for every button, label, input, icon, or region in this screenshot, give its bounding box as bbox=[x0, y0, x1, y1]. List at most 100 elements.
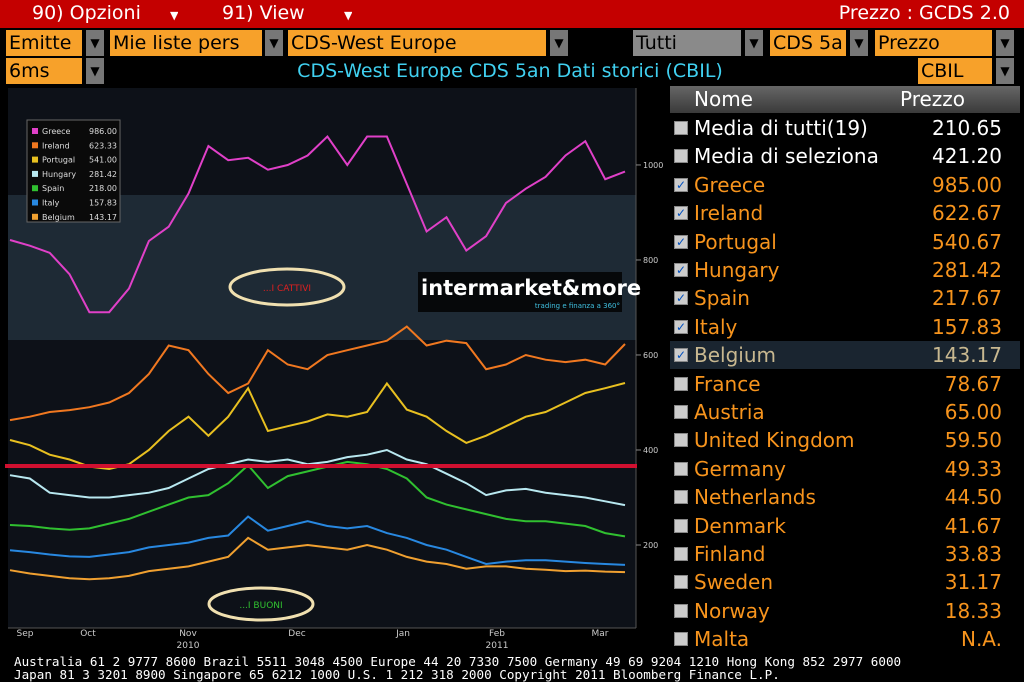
table-row[interactable]: Norway 18.33 bbox=[670, 597, 1020, 625]
table-row[interactable]: ✓ Italy 157.83 bbox=[670, 313, 1020, 341]
series-line bbox=[9, 381, 626, 471]
row-price: 44.50 bbox=[944, 485, 1002, 510]
checkbox[interactable] bbox=[674, 547, 688, 561]
row-name: Netherlands bbox=[694, 485, 816, 510]
table-row[interactable]: ✓ Portugal 540.67 bbox=[670, 228, 1020, 256]
dropdown[interactable]: ▼ bbox=[86, 58, 104, 84]
field[interactable]: Mie liste pers bbox=[110, 30, 262, 56]
legend-value: 281.42 bbox=[89, 170, 117, 179]
footer-line: Japan 81 3 3201 8900 Singapore 65 6212 1… bbox=[14, 668, 780, 682]
table-row[interactable]: ✓ Belgium 143.17 bbox=[670, 341, 1020, 370]
table-row[interactable]: ✓ Spain 217.67 bbox=[670, 284, 1020, 312]
dropdown[interactable]: ▼ bbox=[850, 30, 868, 56]
checkbox[interactable] bbox=[674, 490, 688, 505]
table-row[interactable]: Finland 33.83 bbox=[670, 540, 1020, 568]
legend-value: 218.00 bbox=[89, 184, 117, 193]
dropdown[interactable]: ▼ bbox=[86, 30, 104, 56]
row-price: 210.65 bbox=[932, 116, 1002, 140]
legend-swatch bbox=[32, 156, 38, 163]
table-row[interactable]: ✓ Hungary 281.42 bbox=[670, 256, 1020, 284]
x-tick-label: Jan bbox=[395, 629, 410, 639]
table-row[interactable]: France 78.67 bbox=[670, 370, 1020, 398]
table-header bbox=[670, 86, 1020, 113]
row-name: Denmark bbox=[694, 513, 786, 538]
field[interactable]: CDS-West Europe bbox=[288, 30, 546, 56]
checkbox[interactable] bbox=[674, 433, 688, 448]
checkbox[interactable]: ✓ bbox=[674, 319, 688, 334]
series-line bbox=[9, 325, 626, 422]
dropdown[interactable]: ▼ bbox=[550, 30, 568, 56]
row-name: Norway bbox=[694, 598, 770, 623]
menu-options[interactable]: 90) Opzioni bbox=[32, 2, 141, 24]
table-row[interactable]: Netherlands 44.50 bbox=[670, 483, 1020, 511]
y-tick-label: 200 bbox=[643, 541, 658, 550]
source-field[interactable]: CBIL bbox=[918, 58, 992, 84]
row-price: 421.20 bbox=[932, 144, 1002, 169]
dropdown[interactable]: ▼ bbox=[996, 58, 1014, 84]
row-name: France bbox=[694, 371, 761, 396]
checkbox[interactable]: ✓ bbox=[674, 263, 688, 277]
field[interactable]: CDS 5a bbox=[770, 30, 846, 56]
legend-name: Ireland bbox=[42, 141, 70, 150]
row-price: 217.67 bbox=[932, 286, 1002, 311]
checkbox[interactable]: ✓ bbox=[674, 234, 688, 249]
field[interactable]: Emitte bbox=[6, 30, 82, 56]
checkbox[interactable] bbox=[674, 603, 688, 618]
checkbox[interactable] bbox=[674, 575, 688, 590]
watermark-bg bbox=[418, 272, 622, 312]
row-price: 281.42 bbox=[932, 258, 1002, 282]
period-field[interactable]: 6ms bbox=[6, 58, 82, 84]
dropdown[interactable]: ▼ bbox=[265, 30, 283, 56]
menu-view[interactable]: 91) View bbox=[222, 2, 305, 24]
checkbox[interactable]: ✓ bbox=[674, 177, 688, 192]
checkbox[interactable]: ✓ bbox=[674, 348, 688, 363]
checkbox[interactable] bbox=[674, 376, 688, 391]
table-row[interactable]: Malta N.A. bbox=[670, 625, 1020, 653]
dropdown[interactable]: ▼ bbox=[745, 30, 763, 56]
x-tick-label: Dec bbox=[288, 629, 305, 639]
dropdown[interactable]: ▼ bbox=[996, 30, 1014, 56]
x-tick-label: Mar bbox=[592, 629, 609, 639]
row-price: 622.67 bbox=[932, 201, 1002, 226]
checkbox[interactable]: ✓ bbox=[674, 206, 688, 221]
checkbox[interactable] bbox=[674, 149, 688, 164]
x-tick-label: Oct bbox=[80, 629, 96, 639]
table-row[interactable]: Media di tutti(19) 210.65 bbox=[670, 114, 1020, 142]
row-price: 49.33 bbox=[944, 456, 1002, 481]
row-price: 31.17 bbox=[944, 570, 1002, 595]
row-name: Portugal bbox=[694, 229, 777, 254]
legend-value: 623.33 bbox=[89, 141, 117, 150]
checkbox[interactable] bbox=[674, 461, 688, 476]
field[interactable]: Tutti bbox=[633, 30, 741, 56]
checkbox[interactable] bbox=[674, 518, 688, 533]
x-tick-label: Sep bbox=[17, 629, 34, 639]
watermark-sub: trading e finanza a 360° bbox=[535, 302, 620, 310]
checkbox[interactable] bbox=[674, 405, 688, 419]
row-name: Sweden bbox=[694, 570, 774, 595]
table-row[interactable]: ✓ Ireland 622.67 bbox=[670, 199, 1020, 227]
table-row[interactable]: Denmark 41.67 bbox=[670, 512, 1020, 540]
column-header[interactable]: Nome bbox=[694, 87, 753, 111]
row-name: Finland bbox=[694, 542, 766, 566]
x-year-label: 2010 bbox=[177, 641, 200, 651]
table-row[interactable]: United Kingdom 59.50 bbox=[670, 426, 1020, 454]
table-row[interactable]: Media di seleziona 421.20 bbox=[670, 142, 1020, 170]
table-row[interactable]: Sweden 31.17 bbox=[670, 568, 1020, 596]
legend-name: Italy bbox=[42, 199, 60, 208]
row-name: Media di tutti(19) bbox=[694, 116, 868, 140]
legend bbox=[26, 119, 121, 223]
series-line bbox=[9, 134, 626, 314]
table-row[interactable]: Germany 49.33 bbox=[670, 455, 1020, 483]
row-name: Italy bbox=[694, 314, 738, 339]
legend-value: 157.83 bbox=[89, 199, 117, 208]
field[interactable]: Prezzo bbox=[875, 30, 992, 56]
row-name: Spain bbox=[694, 286, 750, 311]
checkbox[interactable]: ✓ bbox=[674, 291, 688, 306]
table-row[interactable]: ✓ Greece 985.00 bbox=[670, 171, 1020, 199]
x-tick-label: Nov bbox=[179, 629, 197, 639]
table-row[interactable]: Austria 65.00 bbox=[670, 398, 1020, 426]
chart: ...I CATTIVI ...I BUONI intermarket&more… bbox=[0, 88, 665, 653]
checkbox[interactable] bbox=[674, 632, 688, 647]
column-header[interactable]: Prezzo bbox=[900, 87, 966, 111]
checkbox[interactable] bbox=[674, 121, 688, 135]
